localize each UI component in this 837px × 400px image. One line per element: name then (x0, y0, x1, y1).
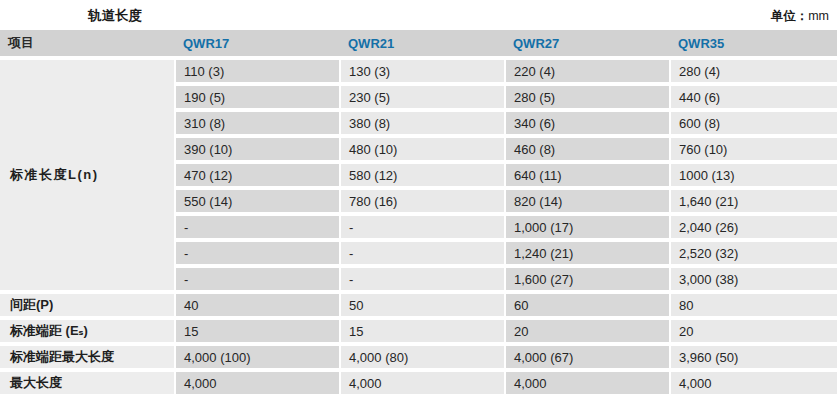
table-cell: 640 (11) (505, 162, 670, 188)
table-cell: 460 (8) (505, 136, 670, 162)
rail-length-table: 项目 QWR17 QWR21 QWR27 QWR35 标准长度L(n) 110 … (0, 30, 837, 398)
table-cell: 15 (175, 318, 340, 344)
column-header-qwr35: QWR35 (670, 30, 837, 58)
table-cell: 20 (505, 318, 670, 344)
table-cell: 4,000 (80) (340, 344, 505, 370)
column-header-qwr21: QWR21 (340, 30, 505, 58)
table-cell: 190 (5) (175, 84, 340, 110)
table-cell: 4,000 (340, 370, 505, 396)
row-label-standard-end-distance: 标准端距 (Eₛ) (0, 318, 175, 344)
table-cell: 820 (14) (505, 188, 670, 214)
table-cell: 60 (505, 292, 670, 318)
table-cell: - (175, 266, 340, 292)
table-cell: 4,000 (67) (505, 344, 670, 370)
table-cell: 380 (8) (340, 110, 505, 136)
table-cell: 20 (670, 318, 837, 344)
column-header-item: 项目 (0, 30, 175, 58)
table-cell: 390 (10) (175, 136, 340, 162)
table-cell: 50 (340, 292, 505, 318)
table-row: 标准端距 (Eₛ) 15 15 20 20 (0, 318, 837, 344)
table-cell: 480 (10) (340, 136, 505, 162)
unit-label: 单位： (771, 9, 809, 23)
page-title: 轨道长度 (88, 7, 142, 25)
table-cell: 760 (10) (670, 136, 837, 162)
table-cell: 3,960 (50) (670, 344, 837, 370)
table-cell: 580 (12) (340, 162, 505, 188)
table-cell: 280 (4) (670, 58, 837, 84)
table-cell: 1,000 (17) (505, 214, 670, 240)
table-cell: 4,000 (505, 370, 670, 396)
table-cell: 340 (6) (505, 110, 670, 136)
table-row: 标准端距最大长度 4,000 (100) 4,000 (80) 4,000 (6… (0, 344, 837, 370)
unit-value: mm (808, 9, 829, 23)
table-row: 标准长度L(n) 110 (3) 130 (3) 220 (4) 280 (4) (0, 58, 837, 84)
header-row: 项目 QWR17 QWR21 QWR27 QWR35 (0, 30, 837, 58)
table-cell: 310 (8) (175, 110, 340, 136)
table-cell: 470 (12) (175, 162, 340, 188)
table-cell: 550 (14) (175, 188, 340, 214)
table-cell: 15 (340, 318, 505, 344)
row-label-max-length: 最大长度 (0, 370, 175, 396)
table-cell: 1,640 (21) (670, 188, 837, 214)
standard-length-label: 标准长度L(n) (0, 58, 175, 292)
table-cell: 80 (670, 292, 837, 318)
column-header-qwr27: QWR27 (505, 30, 670, 58)
table-row: 间距(P) 40 50 60 80 (0, 292, 837, 318)
table-cell: - (340, 266, 505, 292)
table-cell: 2,520 (32) (670, 240, 837, 266)
table-cell: 220 (4) (505, 58, 670, 84)
table-row: 最大长度 4,000 4,000 4,000 4,000 (0, 370, 837, 396)
row-label-max-length-standard-end: 标准端距最大长度 (0, 344, 175, 370)
table-cell: - (340, 240, 505, 266)
table-cell: 1000 (13) (670, 162, 837, 188)
table-cell: - (175, 214, 340, 240)
table-cell: 110 (3) (175, 58, 340, 84)
table-cell: 130 (3) (340, 58, 505, 84)
table-cell: 4,000 (100) (175, 344, 340, 370)
table-cell: - (340, 214, 505, 240)
top-bar: 轨道长度 单位：mm (0, 0, 837, 30)
table-cell: 3,000 (38) (670, 266, 837, 292)
unit-note: 单位：mm (771, 8, 829, 25)
table-cell: 40 (175, 292, 340, 318)
table-cell: 4,000 (175, 370, 340, 396)
table-cell: 2,040 (26) (670, 214, 837, 240)
table-cell: 4,000 (670, 370, 837, 396)
table-cell: 600 (8) (670, 110, 837, 136)
column-header-qwr17: QWR17 (175, 30, 340, 58)
table-cell: 780 (16) (340, 188, 505, 214)
row-label-pitch: 间距(P) (0, 292, 175, 318)
table-cell: 1,240 (21) (505, 240, 670, 266)
table-cell: 280 (5) (505, 84, 670, 110)
table-cell: 1,600 (27) (505, 266, 670, 292)
table-cell: 230 (5) (340, 84, 505, 110)
table-cell: 440 (6) (670, 84, 837, 110)
table-cell: - (175, 240, 340, 266)
